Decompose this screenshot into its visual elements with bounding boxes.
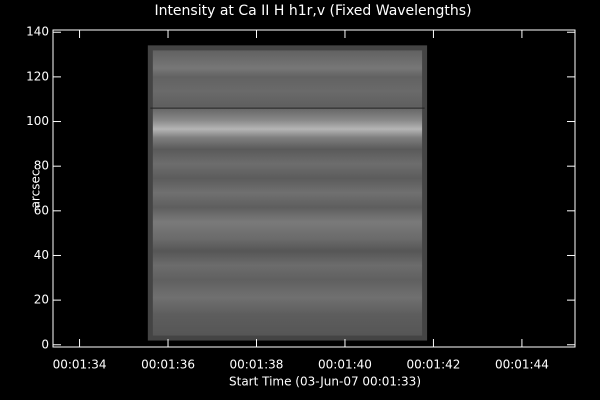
- y-tick-label: 120: [26, 69, 49, 83]
- y-tick-label: 20: [34, 293, 49, 307]
- y-tick-label: 140: [26, 25, 49, 39]
- y-tick-label: 40: [34, 248, 49, 262]
- y-tick-label: 60: [34, 203, 49, 217]
- x-tick-label: 00:01:36: [141, 358, 195, 372]
- y-tick-label: 0: [41, 337, 49, 351]
- plot-frame: [52, 29, 576, 348]
- x-tick-label: 00:01:44: [495, 358, 549, 372]
- chart-title: Intensity at Ca II H h1r,v (Fixed Wavele…: [154, 3, 471, 19]
- x-tick-label: 00:01:40: [318, 358, 372, 372]
- x-axis-label: Start Time (03-Jun-07 00:01:33): [229, 375, 421, 389]
- x-tick-label: 00:01:42: [406, 358, 460, 372]
- image: [147, 45, 428, 341]
- y-tick-label: 80: [34, 159, 49, 173]
- y-tick-label: 100: [26, 114, 49, 128]
- y-axis-label: arcsec: [29, 170, 43, 209]
- x-tick-label: 00:01:34: [53, 358, 107, 372]
- x-tick-label: 00:01:38: [230, 358, 284, 372]
